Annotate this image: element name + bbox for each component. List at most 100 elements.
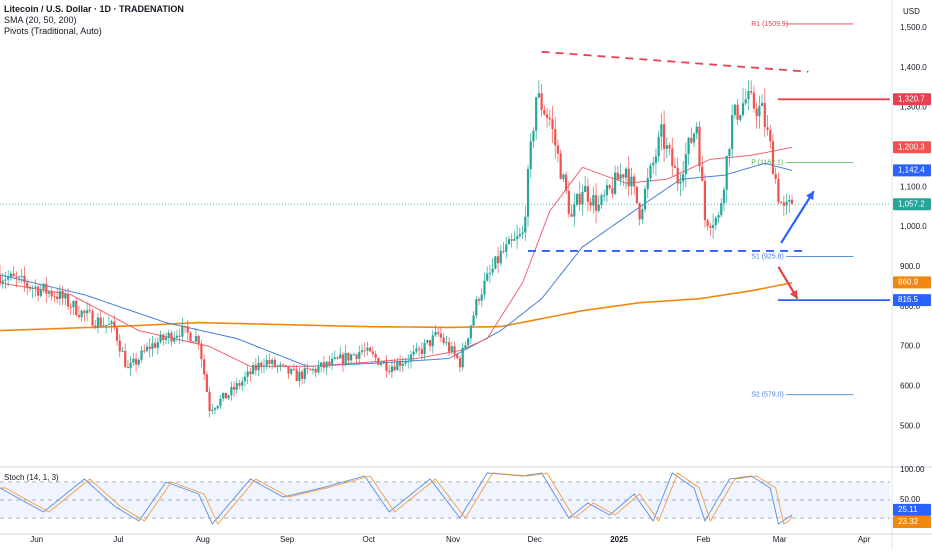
candle-body [739, 114, 742, 120]
candle-body [510, 239, 513, 241]
candle-body [189, 332, 192, 342]
candle-body [785, 201, 788, 206]
candle-body [72, 300, 75, 308]
candle-body [741, 103, 745, 115]
candle-body [170, 332, 173, 342]
candle-body [472, 315, 475, 326]
candle-body [646, 178, 649, 189]
candle-body [159, 334, 162, 343]
candle-body [589, 201, 592, 206]
candle-body [477, 299, 481, 301]
price-axis-tick-label: 600.0 [900, 381, 921, 390]
candle-body [268, 360, 271, 364]
candle-body [325, 361, 328, 368]
candle-body [633, 176, 636, 187]
candle-body [469, 325, 472, 339]
candle-body [445, 342, 448, 344]
candle-body [216, 405, 219, 409]
candle-body [418, 348, 421, 350]
candle-body [151, 343, 154, 350]
candle-body [673, 165, 677, 168]
candle-body [341, 354, 345, 365]
candle-body [205, 374, 208, 392]
up-arrow-head[interactable] [805, 191, 814, 201]
candle-body [755, 108, 758, 117]
candle-body [347, 352, 350, 361]
sma-indicator-label[interactable]: SMA (20, 50, 200) [4, 15, 77, 25]
candle-body [728, 149, 731, 156]
candle-body [771, 141, 775, 175]
price-badge-label: 1,142.4 [898, 165, 925, 174]
candle-body [276, 365, 279, 367]
candle-body [627, 168, 630, 187]
down-arrow-head[interactable] [789, 289, 798, 299]
candle-body [665, 145, 668, 149]
candle-body [164, 337, 168, 341]
candle-body [763, 102, 766, 128]
candle-body [309, 369, 312, 371]
candle-body [690, 137, 693, 143]
resistance-trendline[interactable] [541, 50, 809, 73]
candle-body [393, 366, 396, 371]
candle-body [279, 364, 282, 366]
candle-body [26, 282, 29, 287]
candle-body [488, 272, 492, 274]
price-badge-label: 860.9 [898, 278, 919, 287]
candle-body [458, 358, 462, 368]
candle-body [507, 239, 511, 245]
currency-label[interactable]: USD [903, 7, 920, 16]
time-axis-tick-label: Sep [280, 535, 295, 544]
candle-body [377, 357, 380, 365]
candle-body [622, 174, 625, 178]
candle-body [350, 354, 353, 361]
pivot-label-s2: S2 (579.0) [751, 392, 784, 399]
candle-body [388, 371, 391, 373]
candle-body [404, 361, 407, 364]
candle-body [23, 275, 26, 283]
time-axis-tick-label: Oct [362, 535, 375, 544]
candle-body [453, 346, 456, 355]
candle-body [788, 199, 791, 202]
candle-body [641, 209, 644, 220]
price-axis-tick-label: 500.0 [900, 421, 921, 430]
candle-body [235, 383, 238, 390]
candle-body [532, 130, 535, 142]
candle-body [20, 275, 23, 277]
price-axis-tick-label: 700.0 [900, 342, 921, 351]
candle-body [513, 238, 516, 241]
candle-body [262, 365, 266, 367]
candle-body [134, 358, 138, 365]
up-arrow-shaft[interactable] [780, 190, 815, 244]
candle-body [162, 334, 165, 341]
candle-body [760, 102, 764, 107]
candle-body [75, 300, 78, 316]
candle-body [213, 408, 217, 410]
candle-body [769, 129, 772, 142]
chart-title[interactable]: Litecoin / U.S. Dollar · 1D · TRADENATIO… [4, 4, 184, 14]
candle-body [181, 325, 184, 337]
candle-body [156, 342, 159, 348]
candle-body [701, 166, 704, 181]
candle-body [230, 386, 233, 396]
stoch-k-line [0, 472, 793, 525]
candle-body [37, 286, 40, 296]
candle-body [415, 348, 418, 352]
time-axis-tick-label: Aug [196, 535, 210, 544]
candle-body [434, 332, 437, 336]
time-axis-tick-label: Apr [858, 535, 871, 544]
candle-body [581, 191, 584, 205]
candle-body [543, 110, 546, 115]
candle-body [126, 366, 130, 369]
candle-body [575, 193, 579, 205]
stoch-badge [893, 503, 931, 516]
price-axis-tick-label: 1,500.0 [900, 23, 927, 32]
candle-body [597, 204, 600, 211]
candle-body [461, 347, 464, 368]
stoch-title[interactable]: Stoch (14, 1, 3) [4, 473, 59, 482]
candle-body [53, 296, 56, 298]
candle-body [736, 104, 739, 120]
pivots-indicator-label[interactable]: Pivots (Traditional, Auto) [4, 26, 102, 36]
candle-body [385, 361, 388, 372]
candle-body [374, 353, 377, 358]
